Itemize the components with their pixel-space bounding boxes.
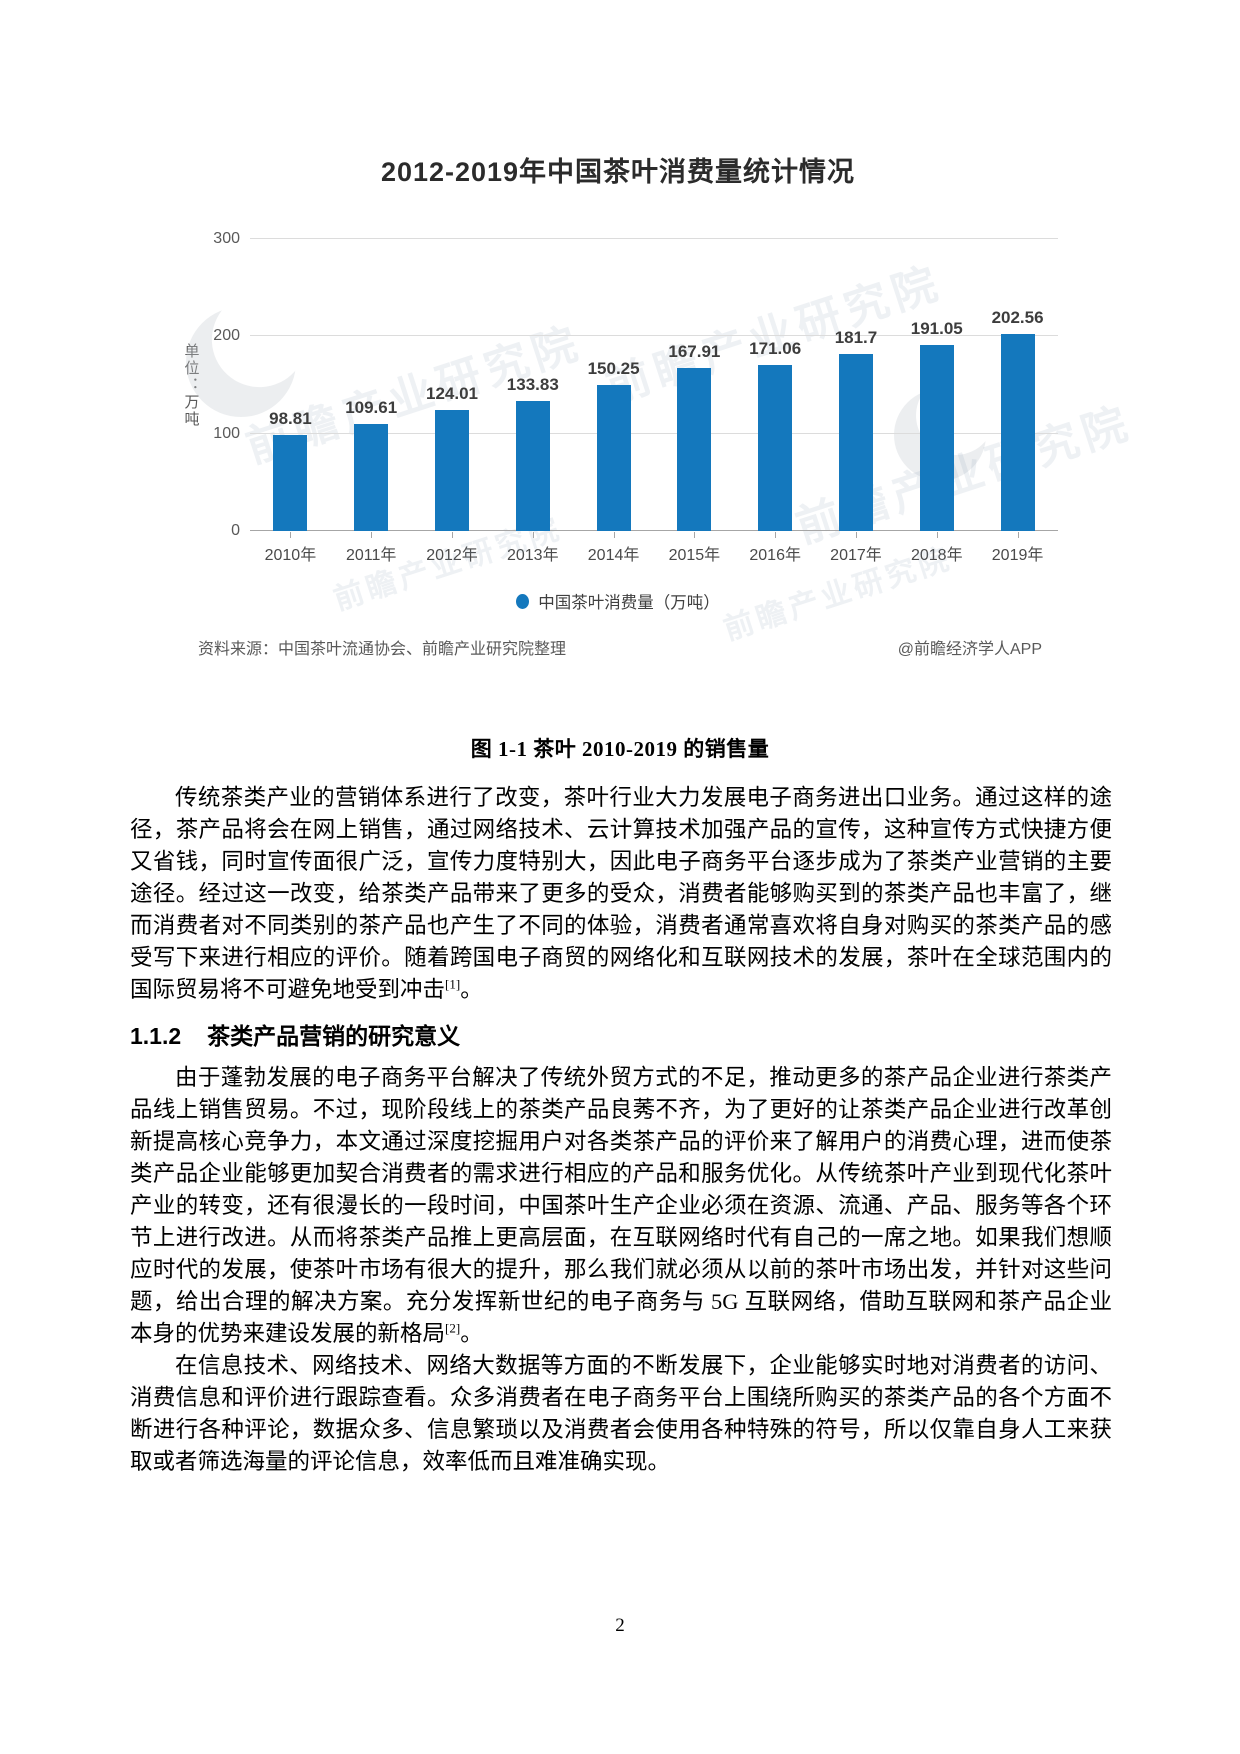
bar-group: 150.25 [573,239,654,538]
paragraph-3-text: 在信息技术、网络技术、网络大数据等方面的不断发展下，企业能够实时地对消费者的访问… [130,1353,1112,1474]
paragraph-1-text: 传统茶类产业的营销体系进行了改变，茶叶行业大力发展电子商务进出口业务。通过这样的… [130,785,1112,1002]
chart-source: 资料来源：中国茶叶流通协会、前瞻产业研究院整理 [198,641,567,658]
bar-value-label: 133.83 [506,374,559,394]
paragraph-1-tail: 。 [460,977,483,1002]
bar-value-label: 109.61 [345,398,398,418]
paragraph-3: 在信息技术、网络技术、网络大数据等方面的不断发展下，企业能够实时地对消费者的访问… [130,1350,1112,1478]
legend-label: 中国茶叶消费量（万吨） [538,594,720,612]
bar [677,367,712,531]
x-tick [371,532,373,538]
citation-ref-2: [2] [445,1320,461,1336]
bar [1000,333,1035,531]
bar-group: 98.81 [250,239,331,538]
x-tick [855,532,857,538]
bar [919,345,954,531]
bar-value-label: 191.05 [910,319,963,339]
y-tick-label: 300 [213,230,240,247]
x-axis-label: 2012年 [426,547,478,564]
x-tick [290,532,292,538]
legend-dot-icon [516,593,530,609]
bar-group: 109.61 [331,239,412,538]
y-tick-label: 200 [213,327,240,345]
x-tick [775,532,777,538]
bar [596,384,631,531]
bar [515,400,550,531]
paragraph-2: 由于蓬勃发展的电子商务平台解决了传统外贸方式的不足，推动更多的茶产品企业进行茶类… [130,1062,1112,1350]
y-tick-label: 0 [231,522,240,539]
bar-group: 181.7 [816,239,897,538]
bar-value-label: 181.7 [834,328,878,348]
bar-value-label: 150.25 [587,358,640,378]
bars-row: 98.81 109.61 124.01 133.83 150.25 167.91 171.0… [250,239,1058,538]
x-tick [936,532,938,538]
bar [838,354,873,531]
section-number: 1.1.2 [130,1023,182,1049]
bar [354,424,389,531]
x-tick [451,532,453,538]
bar-group: 124.01 [412,239,493,538]
chart-legend: 中国茶叶消费量（万吨） [178,589,1058,613]
chart-body: 前瞻产业研究院 前瞻产业研究院 前瞻产业研究院 前瞻产业研究院 前瞻产业研究院 … [178,231,1139,647]
x-axis-label: 2019年 [991,547,1044,564]
bar-group: 133.83 [492,239,573,538]
bar-group: 171.06 [735,239,816,538]
x-axis-label: 2017年 [830,547,882,564]
chart-credit: @前瞻经济学人APP [897,641,1042,658]
bar-value-label: 167.91 [668,341,721,361]
plot-area: 98.81 109.61 124.01 133.83 150.25 167.91 171.0… [250,238,1058,538]
x-tick [694,532,696,538]
paragraph-2-tail: 。 [460,1321,483,1346]
x-axis-label: 2014年 [587,547,640,564]
page-number: 2 [615,1615,625,1636]
bar-group: 202.56 [977,239,1058,538]
y-axis: 0 100 200 300 [204,231,250,539]
paragraph-1: 传统茶类产业的营销体系进行了改变，茶叶行业大力发展电子商务进出口业务。通过这样的… [130,782,1112,1006]
x-tick [1017,532,1019,538]
bar-value-label: 171.06 [749,338,802,358]
x-tick [613,532,615,538]
bar [273,434,308,531]
x-tick [532,532,534,538]
figure-caption: 图 1-1 茶叶 2010-2019 的销售量 [470,737,770,761]
document-body: 传统茶类产业的营销体系进行了改变，茶叶行业大力发展电子商务进出口业务。通过这样的… [130,782,1112,1478]
x-axis-label: 2016年 [749,547,801,564]
citation-ref-1: [1] [445,976,461,992]
x-axis-label: 2018年 [910,547,963,564]
x-labels: 2010年 2011年 2012年 2013年 2014年 2015年 2016年 2017年… [250,541,1058,565]
chart-source-row: 资料来源：中国茶叶流通协会、前瞻产业研究院整理 @前瞻经济学人APP [178,635,1058,659]
bar-value-label: 98.81 [269,408,312,428]
x-axis-label: 2011年 [345,547,397,564]
chart-title: 2012-2019年中国茶叶消费量统计情况 [380,157,856,187]
section-heading-1-1-2: 1.1.2 茶类产品营销的研究意义 [130,1019,1112,1053]
y-tick-label: 100 [213,424,240,442]
tea-consumption-chart: 2012-2019年中国茶叶消费量统计情况 前瞻产业研究院 前瞻产业研究院 前瞻… [178,150,1139,659]
section-title: 茶类产品营销的研究意义 [207,1023,461,1049]
y-axis-unit-label: 单位：万吨 [182,342,200,428]
x-axis-label: 2010年 [264,547,317,564]
bar-group: 167.91 [654,239,735,538]
x-axis-label: 2015年 [668,547,721,564]
bar [434,410,469,531]
paragraph-2-text: 由于蓬勃发展的电子商务平台解决了传统外贸方式的不足，推动更多的茶产品企业进行茶类… [130,1065,1112,1346]
bar-value-label: 124.01 [425,384,478,404]
x-axis-label: 2013年 [506,547,559,564]
bar-value-label: 202.56 [991,307,1044,327]
bar [758,364,793,531]
bar-group: 191.05 [896,239,977,538]
